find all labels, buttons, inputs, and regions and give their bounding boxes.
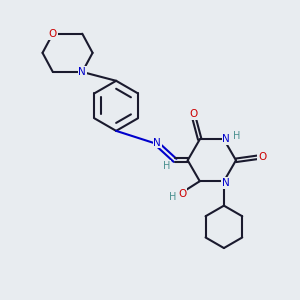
Text: H: H: [169, 192, 176, 203]
Text: O: O: [49, 29, 57, 39]
Text: O: O: [190, 109, 198, 119]
Text: O: O: [258, 152, 266, 162]
Text: H: H: [163, 160, 170, 171]
Text: O: O: [178, 189, 186, 199]
Text: N: N: [222, 134, 230, 144]
Text: H: H: [232, 131, 240, 142]
Text: N: N: [221, 178, 229, 188]
Text: N: N: [78, 67, 86, 77]
Text: N: N: [154, 138, 161, 148]
